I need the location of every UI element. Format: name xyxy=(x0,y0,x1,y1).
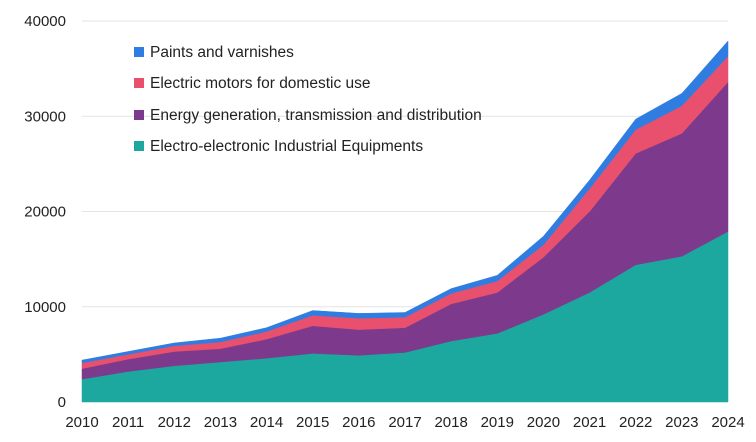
legend-label: Energy generation, transmission and dist… xyxy=(150,107,482,124)
x-tick-label: 2022 xyxy=(619,414,652,431)
y-tick-label: 20000 xyxy=(24,204,66,221)
x-tick-label: 2016 xyxy=(342,414,375,431)
x-tick-label: 2014 xyxy=(250,414,283,431)
y-tick-label: 0 xyxy=(58,394,66,411)
legend-item-industrial-equipments[interactable]: Electro-electronic Industrial Equipments xyxy=(134,138,423,155)
y-tick-label: 10000 xyxy=(24,299,66,316)
x-tick-label: 2012 xyxy=(158,414,191,431)
x-tick-label: 2011 xyxy=(112,414,144,431)
x-tick-label: 2020 xyxy=(527,414,560,431)
x-tick-label: 2024 xyxy=(711,414,744,431)
y-tick-label: 30000 xyxy=(24,108,66,125)
legend-label: Electric motors for domestic use xyxy=(150,75,371,92)
legend: Paints and varnishes Electric motors for… xyxy=(134,44,482,155)
x-axis-ticks: 2010 2011 2012 2013 2014 2015 2016 2017 2018 2019… xyxy=(65,414,744,431)
x-tick-label: 2023 xyxy=(665,414,698,431)
legend-swatch xyxy=(134,47,144,57)
area-series-3 xyxy=(81,40,729,364)
x-tick-label: 2019 xyxy=(481,414,514,431)
x-tick-label: 2010 xyxy=(65,414,98,431)
legend-item-energy-generation[interactable]: Energy generation, transmission and dist… xyxy=(134,107,482,124)
legend-item-paints-varnishes[interactable]: Paints and varnishes xyxy=(134,44,294,61)
x-tick-label: 2018 xyxy=(434,414,467,431)
area-series-group xyxy=(81,40,729,403)
legend-swatch xyxy=(134,141,144,151)
legend-label: Electro-electronic Industrial Equipments xyxy=(150,138,423,155)
legend-swatch xyxy=(134,110,144,120)
legend-swatch xyxy=(134,78,144,88)
x-tick-label: 2017 xyxy=(388,414,421,431)
legend-label: Paints and varnishes xyxy=(150,44,294,61)
x-tick-label: 2013 xyxy=(204,414,237,431)
legend-item-electric-motors[interactable]: Electric motors for domestic use xyxy=(134,75,371,92)
x-tick-label: 2021 xyxy=(573,414,606,431)
x-tick-label: 2015 xyxy=(296,414,329,431)
y-tick-label: 40000 xyxy=(24,13,66,30)
y-axis-ticks: 0 10000 20000 30000 40000 xyxy=(24,13,66,411)
